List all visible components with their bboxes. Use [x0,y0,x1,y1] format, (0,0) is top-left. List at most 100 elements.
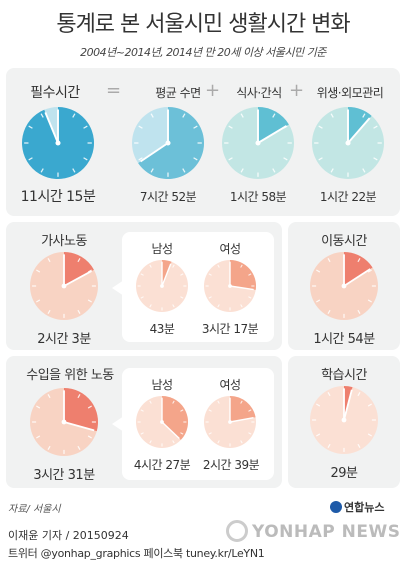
essential-clock-center [55,140,61,146]
income_work_male-clock-tick [172,440,175,444]
plus-sign-1: + [205,80,221,101]
income_work_male-clock-tick [180,432,184,435]
page-title: 통계로 본 서울시민 생활시간 변화 [56,12,350,37]
essential-clock-tick [28,157,33,161]
housework_female-clock-tick [217,304,220,308]
housework-male-value: 43분 [149,322,175,336]
housework_male-clock-tick [180,296,184,299]
sleep-clock-tick [150,168,154,173]
housework-clock-tick [77,309,81,314]
sleep-clock-tick [138,157,143,161]
study-clock-tick [357,443,361,448]
housework-value: 2시간 3분 [37,332,91,347]
income_work_female-clock-hand-end [229,416,254,423]
income-work-callout-pointer [112,416,124,432]
commute-clock-tick [327,309,331,314]
sleep-clock-tick [138,125,143,129]
hygiene-clock-tick [362,168,366,173]
housework_female-clock-tick [240,264,243,268]
housework-clock-center [61,283,67,289]
study-clock-tick [367,433,372,437]
essential-clock-hand-end [44,112,59,144]
housework_male-clock-tick [149,264,152,268]
meal-clock-wedge [258,107,289,143]
meal-clock-tick [228,157,233,161]
sleep-clock-wedge [138,107,204,179]
commute-value: 1시간 54분 [313,332,375,347]
housework_female-clock-hand-end [229,285,254,291]
meal-clock-tick [228,125,233,129]
housework_male-clock-tick [180,273,184,276]
income_work_female-clock-tick [240,400,243,404]
housework-female-label: 여성 [219,242,241,256]
housework-clock-tick [47,309,51,314]
hygiene-clock-hand-end [347,117,371,144]
study-clock-tick [316,403,321,407]
income_work_female-clock-tick [208,432,212,435]
housework_male-clock-hand-end [161,263,172,287]
income_work-clock-center [61,419,67,425]
yonhap-logo: 연합뉴스 [330,499,384,515]
income_work-clock-tick [36,405,41,409]
commute-clock-hand-end [343,268,371,287]
essential-clock-tick [83,157,88,161]
page-subtitle: 2004년~2014년, 2014년 만 20세 이상 서울시민 기준 [80,46,326,59]
income-work-female-label: 여성 [219,378,241,392]
income-work-label: 수입을 위한 노동 [26,368,114,383]
income_work_female-clock-center [228,420,232,424]
housework_female-clock-tick [208,273,212,276]
sleep-clock-tick [182,113,186,118]
sleep-clock-tick [182,168,186,173]
watermark-icon [226,520,248,542]
plus-sign-2: + [289,80,305,101]
housework-clock [30,252,98,320]
meal-clock-tick [272,113,276,118]
housework-female-clock [204,260,256,312]
study-clock [310,386,378,454]
commute-clock-tick [367,269,372,273]
hygiene-label: 위생·외모관리 [316,86,384,100]
commute-clock-tick [367,299,372,303]
income_work_male-clock-center [160,420,164,424]
housework_female-clock-tick [208,296,212,299]
housework-female-value: 3시간 17분 [201,322,259,336]
hygiene-clock-tick [373,125,378,129]
income_work_female-clock-tick [248,432,252,435]
income_work_male-clock-tick [140,409,144,412]
housework-clock-tick [77,258,81,263]
income_work_male-clock-tick [180,409,184,412]
commute-clock [310,252,378,320]
sleep-clock [132,107,204,179]
sleep-clock-center [165,140,171,146]
commute-clock-tick [357,309,361,314]
housework_female-clock-tick [240,304,243,308]
meal-clock [222,107,294,179]
income_work_female-clock-tick [240,440,243,444]
study-clock-center [341,417,347,423]
housework-male-clock [136,260,188,312]
essential-time-value: 11시간 15분 [20,189,96,205]
watermark-text: YONHAP NEWS [252,522,401,542]
sleep-clock-hand-end [140,142,169,163]
essential-clock-tick [72,113,76,118]
housework_female-clock-wedge [230,260,256,290]
study-value: 29분 [330,466,358,481]
income_work_female-clock-tick [217,400,220,404]
income_work_male-clock-tick [149,400,152,404]
housework_male-clock-tick [172,304,175,308]
hygiene-clock-tick [330,168,334,173]
author-credit: 이재윤 기자 / 20150924 [8,529,129,542]
income_work_male-clock-tick [140,432,144,435]
income_work_male-clock-tick [172,400,175,404]
housework-clock-hand-end [63,270,92,287]
essential-clock-tick [72,168,76,173]
commute-clock-center [341,283,347,289]
hygiene-clock-center [345,140,351,146]
income_work_female-clock-tick [248,409,252,412]
income-work-male-value: 4시간 27분 [133,458,191,472]
study-clock-tick [316,433,321,437]
study-clock-tick [327,443,331,448]
income_work-clock-wedge [64,388,98,432]
study-label: 학습시간 [321,368,367,383]
